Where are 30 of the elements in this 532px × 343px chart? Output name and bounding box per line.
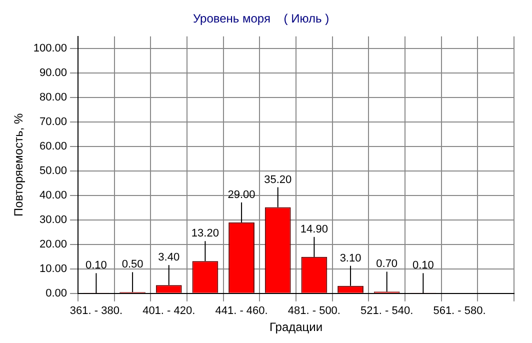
data-label: 0.50 [122, 258, 144, 271]
y-tick-label: 60.00 [40, 140, 68, 153]
y-tick-label: 100.00 [33, 42, 68, 55]
y-tick-label: 70.00 [40, 116, 68, 128]
x-tick-label: 401. - 420. [142, 305, 196, 318]
data-label: 13.20 [191, 228, 219, 240]
x-tick-label: 521. - 540. [360, 305, 414, 318]
data-label: 14.90 [300, 223, 328, 236]
y-tick-label: 20.00 [40, 238, 68, 250]
y-axis-title: Повторяемость, % [12, 112, 26, 216]
data-label: 3.10 [340, 252, 362, 264]
x-tick-label: 441. - 460. [215, 305, 268, 318]
data-label: 0.70 [376, 258, 398, 270]
y-tick-label: 30.00 [40, 214, 68, 226]
x-tick-label: 481. - 500. [288, 305, 340, 318]
y-tick-label: 40.00 [40, 190, 68, 202]
y-tick-label: 10.00 [40, 262, 68, 275]
chart-title: Уровень моря ( Июль ) [192, 12, 330, 26]
x-tick-label: 561. - 580. [433, 305, 486, 318]
y-tick-label: 90.00 [40, 67, 68, 80]
data-label: 0.10 [86, 260, 107, 272]
x-axis-title: Градации [269, 320, 323, 334]
data-label: 35.20 [264, 174, 292, 186]
y-tick-label: 80.00 [40, 92, 68, 104]
data-label: 29.00 [228, 188, 256, 201]
y-tick-label: 50.00 [40, 165, 68, 178]
data-label: 0.10 [412, 260, 434, 272]
data-label: 3.40 [158, 252, 180, 264]
x-tick-label: 361. - 380. [70, 305, 123, 318]
y-tick-label: 0.00 [46, 287, 68, 300]
